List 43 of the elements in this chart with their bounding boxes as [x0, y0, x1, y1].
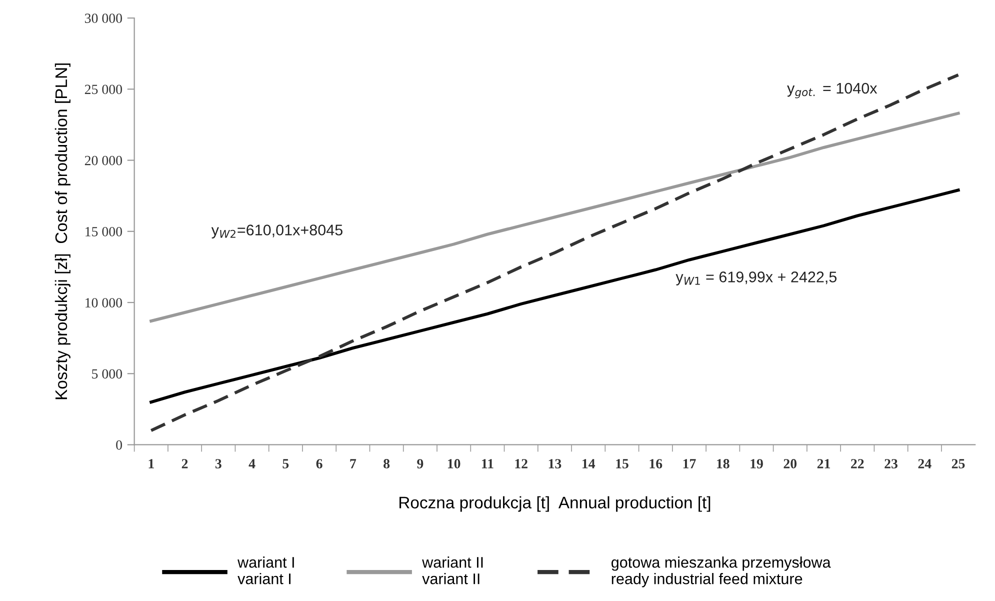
- x-tick-label: 8: [384, 459, 390, 468]
- x-tick-label: 18: [717, 459, 730, 468]
- x-tick-label: 3: [215, 459, 222, 468]
- y-tick-label: 15 000: [86, 226, 122, 236]
- x-tick-label: 19: [750, 459, 763, 468]
- x-tick-label: 16: [650, 459, 662, 468]
- x-tick-label: 4: [248, 459, 256, 468]
- x-tick-label: 17: [683, 459, 696, 468]
- annotation: y$_{got.}$ = 1040x: [787, 82, 878, 98]
- y-tick-label: 5 000: [92, 369, 122, 379]
- x-tick-label: 13: [548, 459, 562, 468]
- x-tick-label: 9: [417, 459, 424, 468]
- x-tick-label: 2: [182, 459, 188, 468]
- x-tick-label: 24: [918, 459, 932, 468]
- legend-label: wariant II variant II: [422, 556, 483, 584]
- x-tick-label: 5: [282, 459, 289, 468]
- x-tick-label: 10: [448, 459, 460, 468]
- x-tick-label: 12: [515, 459, 528, 468]
- x-tick-label: 14: [582, 459, 596, 468]
- x-axis-title: Roczna produkcja [t] Annual production [t]: [400, 496, 710, 512]
- y-axis-title: Koszty produkcji [zł] Cost of production [PLN]: [54, 64, 70, 400]
- x-tick-label: 11: [482, 459, 494, 468]
- x-tick-label: 22: [851, 459, 864, 468]
- x-tick-label: 21: [817, 459, 830, 468]
- legend-label: wariant I variant I: [238, 556, 294, 584]
- x-tick-label: 20: [784, 459, 797, 468]
- annotation: y$_{W1}$ = 619,99x + 2422,5: [676, 272, 837, 286]
- x-tick-label: 23: [884, 459, 898, 468]
- legend-label: gotowa mieszanka przemysłowa ready industrial feed mixture: [612, 556, 831, 588]
- x-tick-label: 1: [148, 459, 154, 468]
- line-series: [150, 112, 960, 323]
- y-tick-label: 25 000: [84, 84, 122, 94]
- y-tick-label: 0: [116, 440, 122, 450]
- line-series: [150, 73, 960, 432]
- x-tick-label: 15: [616, 459, 628, 468]
- annotation: y$_{W2}$=610,01x+8045: [211, 224, 342, 238]
- x-tick-label: 25: [952, 459, 965, 468]
- y-tick-label: 30 000: [84, 14, 122, 23]
- y-tick-label: 20 000: [84, 156, 122, 166]
- x-tick-label: 6: [316, 459, 322, 468]
- x-tick-label: 7: [350, 459, 356, 468]
- y-tick-label: 10 000: [86, 298, 122, 308]
- line-series: [150, 188, 960, 404]
